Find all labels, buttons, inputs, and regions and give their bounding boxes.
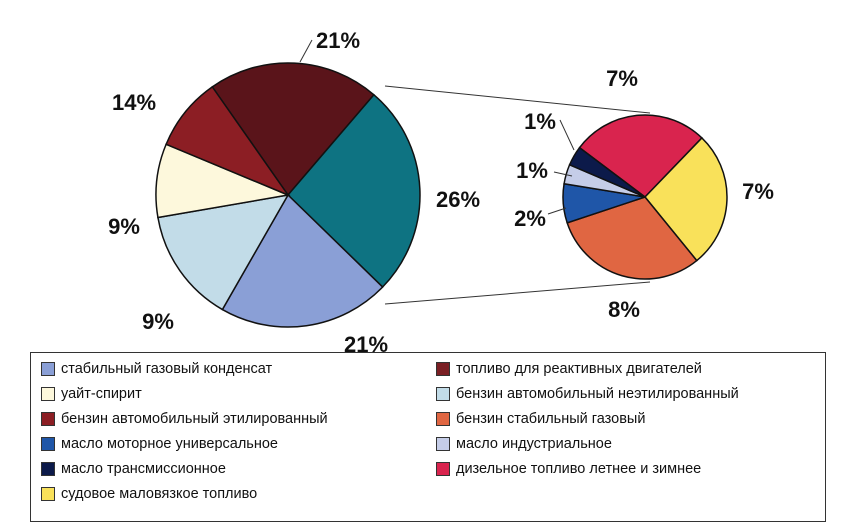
detail-slice-trans	[568, 146, 646, 198]
detail-label-ind: 1%	[516, 158, 548, 183]
legend-label-ship: судовое маловязкое топливо	[61, 486, 258, 502]
legend-label-motor: масло моторное универсальное	[61, 436, 278, 452]
legend-item-gasstab: бензин стабильный газовый	[436, 407, 645, 431]
main-label-bae: 9%	[142, 309, 174, 334]
main-slice-bae	[165, 85, 291, 197]
legend-swatch-white	[41, 387, 55, 401]
legend-label-trans: масло трансмиссионное	[61, 461, 226, 477]
detail-label-motor: 2%	[514, 206, 546, 231]
legend-swatch-bne	[436, 387, 450, 401]
detail-slice-ship	[643, 136, 728, 262]
detail-label-gasstab: 8%	[608, 297, 640, 322]
legend-item-white: уайт-спирит	[41, 382, 142, 406]
detail-label-diesel: 7%	[606, 66, 638, 91]
main-slice-tdv	[221, 193, 384, 328]
main-label-white: 9%	[108, 214, 140, 239]
legend-swatch-trans	[41, 462, 55, 476]
legend-item-bae: бензин автомобильный этилированный	[41, 407, 328, 431]
main-slice-bse	[286, 93, 421, 289]
detail-label-trans: 1%	[524, 109, 556, 134]
legend-item-ind: масло индустриальное	[436, 432, 612, 456]
percent-labels: 21% 26% 21% 14% 9% 9% 7% 7% 8% 2% 1% 1%	[108, 28, 774, 352]
main-label-bse: 26%	[436, 187, 480, 212]
legend-item-bne: бензин автомобильный неэтилированный	[436, 382, 739, 406]
legend-item-motor: масло моторное универсальное	[41, 432, 278, 456]
legend-item-diesel: дизельное топливо летнее и зимнее	[436, 457, 701, 481]
leader-line-2	[553, 171, 573, 177]
pie-connectors	[299, 39, 651, 305]
detail-slice-gasstab	[566, 196, 698, 280]
main-slice-bne	[157, 193, 290, 311]
legend-label-bne: бензин автомобильный неэтилированный	[456, 386, 739, 402]
legend-label-bae: бензин автомобильный этилированный	[61, 411, 328, 427]
legend-swatch-diesel	[436, 462, 450, 476]
main-slice-sgk	[211, 62, 375, 197]
legend-item-tdv: топливо для реактивных двигателей	[436, 357, 702, 381]
legend-swatch-ship	[41, 487, 55, 501]
legend-swatch-tdv	[436, 362, 450, 376]
pie-chart: 21% 26% 21% 14% 9% 9% 7% 7% 8% 2% 1% 1%	[108, 28, 774, 352]
detail-label-ship: 7%	[742, 179, 774, 204]
connector-line-2	[384, 281, 651, 305]
legend-swatch-bae	[41, 412, 55, 426]
leader-line-3	[547, 207, 567, 215]
legend-item-sgk: стабильный газовый конденсат	[41, 357, 272, 381]
legend-label-sgk: стабильный газовый конденсат	[61, 361, 273, 377]
main-label-sgk: 21%	[316, 28, 360, 53]
leader-line-1	[559, 119, 575, 151]
leader-line-4	[299, 39, 313, 63]
legend-label-ind: масло индустриальное	[456, 436, 612, 452]
legend-item-ship: судовое маловязкое топливо	[41, 482, 257, 506]
connector-line-1	[384, 85, 651, 114]
main-label-tdv: 21%	[344, 332, 388, 352]
legend-swatch-motor	[41, 437, 55, 451]
legend-label-gasstab: бензин стабильный газовый	[456, 411, 646, 427]
detail-pie	[562, 114, 728, 280]
legend-label-white: уайт-спирит	[61, 386, 142, 402]
legend-swatch-gasstab	[436, 412, 450, 426]
detail-slice-diesel	[578, 114, 703, 198]
legend-item-trans: масло трансмиссионное	[41, 457, 226, 481]
legend-swatch-sgk	[41, 362, 55, 376]
legend-label-diesel: дизельное топливо летнее и зимнее	[456, 461, 702, 477]
main-pie	[155, 62, 421, 328]
legend-label-tdv: топливо для реактивных двигателей	[456, 361, 702, 377]
legend-swatch-ind	[436, 437, 450, 451]
main-label-bne: 14%	[112, 90, 156, 115]
legend: стабильный газовый конденсат топливо для …	[30, 352, 826, 522]
